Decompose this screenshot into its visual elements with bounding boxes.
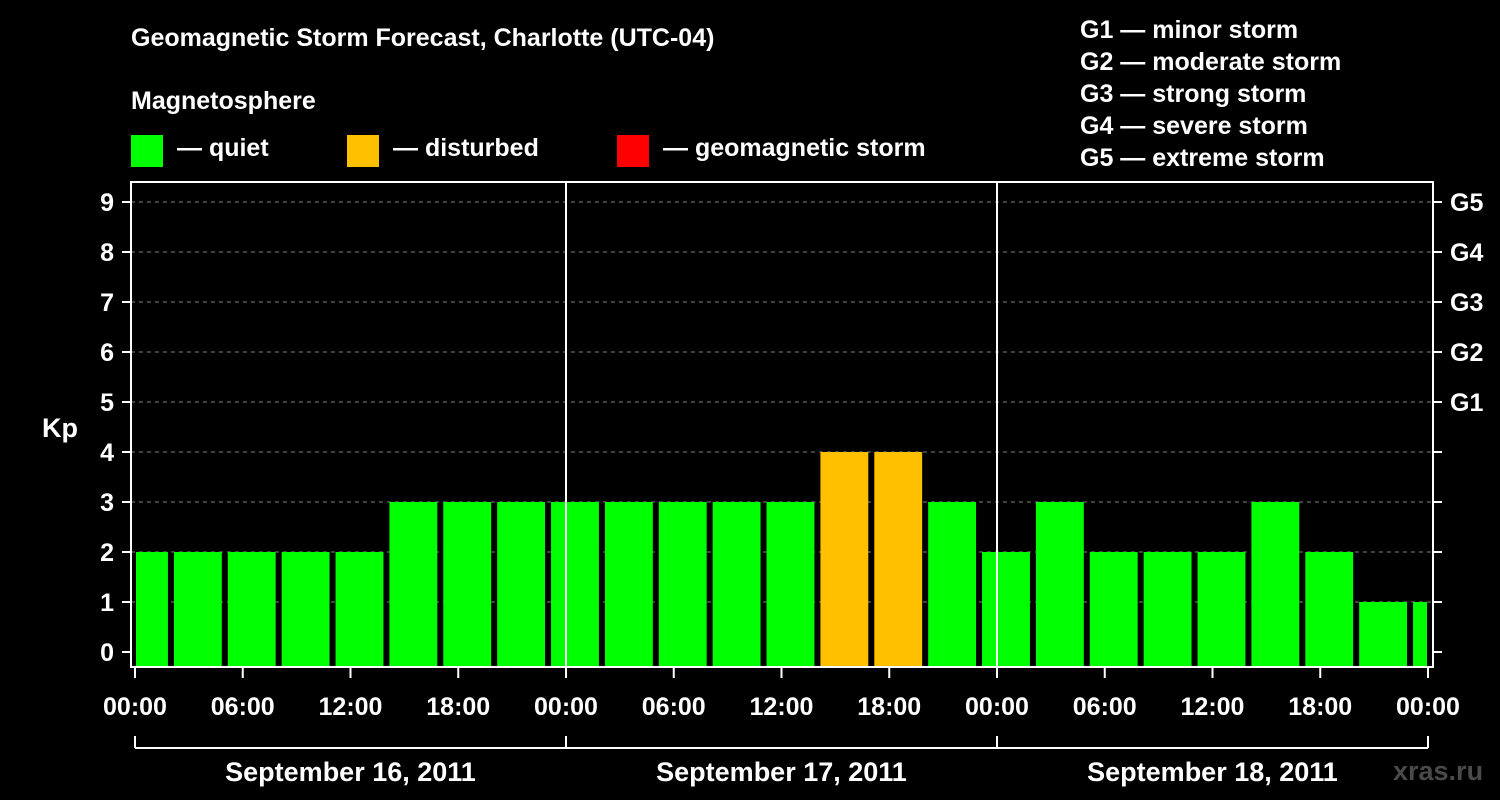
x-tick-label: 12:00 [319,693,383,721]
kp-bar [658,502,707,667]
kp-bar [1143,552,1192,667]
kp-bar [136,552,168,667]
y-tick-label: 9 [100,189,114,217]
storm-level-tick-label: G2 [1450,339,1483,367]
kp-bar [443,502,492,667]
watermark: xras.ru [1393,756,1484,786]
y-tick-label: 4 [100,439,114,467]
x-tick-label: 06:00 [1073,693,1137,721]
x-tick-label: 00:00 [103,693,167,721]
kp-bar [173,552,222,667]
day-label: September 17, 2011 [656,757,907,787]
storm-level-tick-label: G4 [1450,239,1483,267]
legend-swatch-quiet [131,135,163,167]
legend-label-disturbed: — disturbed [393,134,539,162]
day-label: September 18, 2011 [1087,757,1338,787]
storm-level-g3: G3 — strong storm [1080,80,1307,108]
x-tick-label: 00:00 [1396,693,1460,721]
x-tick-label: 18:00 [1288,693,1352,721]
storm-level-g4: G4 — severe storm [1080,112,1308,140]
kp-bar [1305,552,1354,667]
kp-bar [1251,502,1300,667]
kp-bar [1035,502,1084,667]
storm-level-tick-label: G3 [1450,289,1483,317]
x-tick-label: 18:00 [857,693,921,721]
kp-bar [389,502,438,667]
kp-bar [1413,602,1427,667]
y-tick-label: 1 [100,589,114,617]
y-tick-label: 3 [100,489,114,517]
kp-bar [928,502,977,667]
x-tick-label: 06:00 [211,693,275,721]
x-tick-label: 18:00 [426,693,490,721]
legend-label-storm: — geomagnetic storm [663,134,926,162]
y-tick-label: 6 [100,339,114,367]
kp-bar [604,502,653,667]
kp-bar [874,452,923,667]
storm-level-tick-label: G5 [1450,189,1483,217]
kp-bar [1197,552,1246,667]
legend-swatch-disturbed [347,135,379,167]
kp-bar [497,502,546,667]
y-axis-label: Kp [42,413,78,443]
storm-levels-legend: G1 — minor storm G2 — moderate storm G3 … [1080,14,1341,174]
storm-level-tick-label: G1 [1450,389,1483,417]
legend-title: Magnetosphere [131,87,316,115]
storm-level-g2: G2 — moderate storm [1080,48,1342,76]
kp-bar [820,452,869,667]
kp-bar [551,502,599,667]
y-tick-label: 0 [100,639,114,667]
kp-bar [712,502,761,667]
y-tick-label: 8 [100,239,114,267]
storm-level-g1: G1 — minor storm [1080,16,1299,44]
day-label: September 16, 2011 [225,757,476,787]
kp-bar [227,552,276,667]
x-tick-label: 00:00 [534,693,598,721]
kp-bar [766,502,815,667]
y-tick-label: 5 [100,389,114,417]
legend-swatch-storm [617,135,649,167]
storm-level-g5: G5 — extreme storm [1080,144,1325,172]
y-tick-label: 7 [100,289,114,317]
x-tick-label: 12:00 [1181,693,1245,721]
kp-bar [281,552,330,667]
y-tick-label: 2 [100,539,114,567]
kp-bar [982,552,1030,667]
x-tick-label: 00:00 [965,693,1029,721]
kp-bar [1089,552,1138,667]
kp-bar [1359,602,1408,667]
legend-label-quiet: — quiet [177,134,269,162]
kp-bar [335,552,384,667]
chart-title: Geomagnetic Storm Forecast, Charlotte (U… [131,24,715,52]
x-tick-label: 06:00 [642,693,706,721]
x-tick-label: 12:00 [750,693,814,721]
